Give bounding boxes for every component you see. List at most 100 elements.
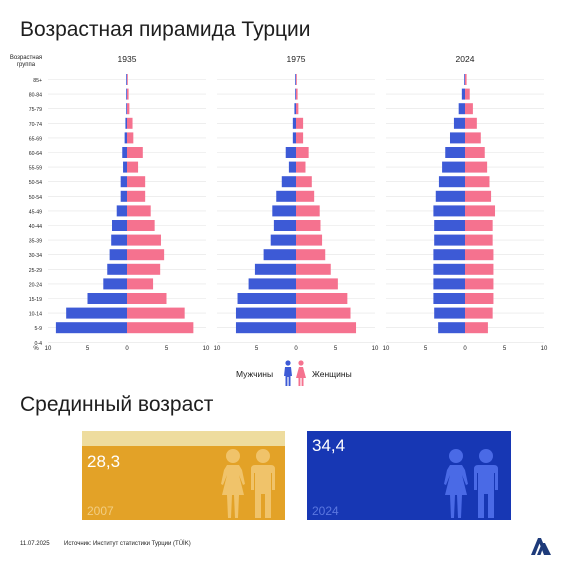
bar-women <box>296 307 351 319</box>
bar-men <box>458 103 465 115</box>
bar-women <box>465 161 488 173</box>
bar-women <box>127 117 133 129</box>
bar-women <box>127 220 155 231</box>
bar-men <box>464 74 465 85</box>
x-tick-label: 5 <box>334 346 338 352</box>
bar-men <box>107 263 127 275</box>
woman-icon-head <box>298 360 304 366</box>
bar-men <box>263 249 296 261</box>
x-tick-label: 0 <box>463 346 467 352</box>
bar-men <box>438 176 465 188</box>
age-group-label: 70-74 <box>29 122 42 128</box>
x-tick-label: 10 <box>383 346 390 352</box>
bar-women <box>127 103 130 115</box>
bar-women <box>465 132 481 144</box>
bar-men <box>235 322 296 334</box>
aa-logo-icon <box>531 538 551 555</box>
x-tick-label: 5 <box>424 346 428 352</box>
bar-women <box>465 147 485 158</box>
footer-date: 11.07.2025 <box>20 541 50 547</box>
bar-women <box>127 88 129 100</box>
bar-men <box>295 74 296 85</box>
x-tick-label: 5 <box>86 346 90 352</box>
bar-women <box>127 278 154 290</box>
bar-women <box>296 293 348 304</box>
bar-men <box>295 88 296 100</box>
x-tick-label: 0 <box>125 346 129 352</box>
x-tick-label: 10 <box>541 346 548 352</box>
bar-women <box>296 147 309 158</box>
bar-women <box>296 161 306 173</box>
age-group-label: 80-84 <box>29 93 42 99</box>
age-group-label: 0-4 <box>35 341 43 347</box>
age-group-label: 45-49 <box>29 209 42 215</box>
bar-women <box>127 161 139 173</box>
age-group-label: 35-39 <box>29 239 42 245</box>
bar-men <box>126 74 127 85</box>
bar-women <box>127 132 134 144</box>
bar-women <box>465 88 470 100</box>
bar-men <box>66 307 127 319</box>
bar-women <box>465 190 492 202</box>
x-tick-label: 0 <box>294 346 298 352</box>
bar-men <box>55 322 127 334</box>
x-tick-label: 10 <box>203 346 210 352</box>
bar-women <box>465 74 467 85</box>
bar-men <box>111 220 127 231</box>
bar-men <box>449 132 465 144</box>
bar-men <box>123 161 127 173</box>
age-group-label: 5-9 <box>35 326 43 332</box>
x-tick-label: 10 <box>45 346 52 352</box>
age-group-label: 85+ <box>33 78 42 84</box>
bar-men <box>254 263 296 275</box>
bar-women <box>296 74 297 85</box>
bar-women <box>296 205 320 217</box>
bar-women <box>465 293 494 304</box>
bar-women <box>465 205 496 217</box>
age-group-label: 50-54 <box>29 195 42 201</box>
age-group-axis-label: Возрастная группа <box>9 55 43 68</box>
bar-men <box>288 161 296 173</box>
panel-title: 1975 <box>287 54 306 64</box>
bar-women <box>296 234 323 246</box>
people-icon <box>444 449 498 518</box>
bar-men <box>292 117 296 129</box>
bar-women <box>296 117 304 129</box>
bar-men <box>445 147 465 158</box>
median-age-year: 2024 <box>312 504 339 518</box>
bar-men <box>124 132 127 144</box>
bar-women <box>465 117 477 129</box>
bar-men <box>270 234 296 246</box>
median-age-card-2007: 28,3 2007 <box>82 431 285 520</box>
age-group-label: 10-14 <box>29 312 42 318</box>
age-group-label: 60-64 <box>29 151 42 157</box>
bar-men <box>126 103 127 115</box>
bar-men <box>103 278 127 290</box>
bar-men <box>433 249 465 261</box>
bar-men <box>109 249 127 261</box>
bar-women <box>127 307 185 319</box>
bar-women <box>296 190 315 202</box>
legend-women-label: Женщины <box>312 369 352 379</box>
x-tick-label: 10 <box>214 346 221 352</box>
bar-men <box>125 117 127 129</box>
age-group-label: 15-19 <box>29 297 42 303</box>
man-icon-body <box>284 367 292 386</box>
bar-women <box>127 176 146 188</box>
bar-men <box>248 278 296 290</box>
bar-women <box>296 220 321 231</box>
age-group-label: 30-34 <box>29 253 42 259</box>
bar-women <box>465 278 494 290</box>
man-icon-head <box>285 360 291 366</box>
bar-men <box>453 117 465 129</box>
x-tick-label: 5 <box>165 346 169 352</box>
bar-men <box>434 234 465 246</box>
bar-women <box>465 322 488 334</box>
bar-men <box>438 322 465 334</box>
median-age-card-2024: 34,4 2024 <box>307 431 511 520</box>
legend-men-label: Мужчины <box>236 369 274 379</box>
bar-women <box>296 249 326 261</box>
bar-women <box>127 293 167 304</box>
bar-women <box>465 220 493 231</box>
